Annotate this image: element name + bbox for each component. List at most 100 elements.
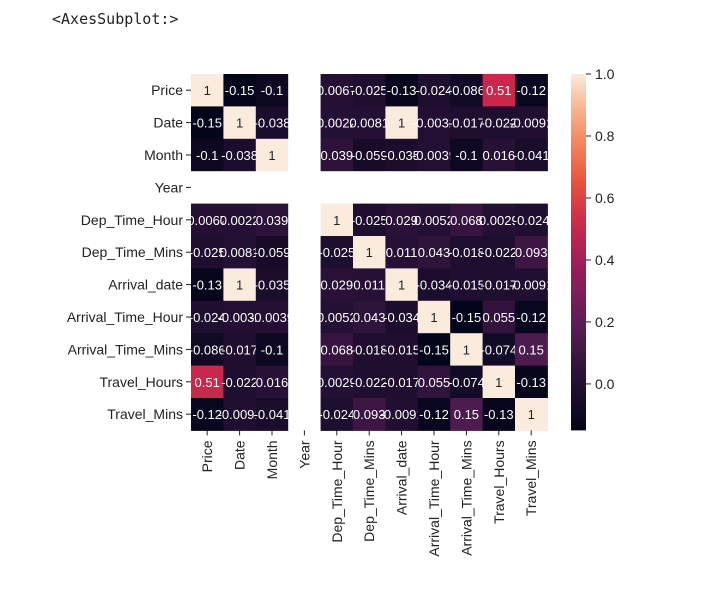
x-axis-tick-label: Dep_Time_Hour xyxy=(329,440,345,543)
heatmap-cell-label: -0.017 xyxy=(448,116,485,131)
heatmap-cell xyxy=(385,268,419,302)
heatmap-cell-label: -0.12 xyxy=(192,407,222,422)
heatmap-cell-label: 1 xyxy=(398,278,405,293)
heatmap-cell-label: -0.025 xyxy=(351,83,388,98)
heatmap-cell-label: -0.13 xyxy=(387,83,417,98)
y-axis-tick-label: Travel_Mins xyxy=(107,406,183,422)
heatmap-cell-label: 0.016 xyxy=(256,375,289,390)
heatmap-cell xyxy=(515,268,548,302)
heatmap-cell xyxy=(191,171,224,205)
heatmap-cell xyxy=(417,236,451,269)
heatmap-cell-label: -0.1 xyxy=(455,148,477,163)
x-axis-tick-label: Travel_Mins xyxy=(523,440,539,516)
x-axis-tick-labels: Price Date Month Year Dep_Time_Hour Dep_Time_… xyxy=(199,430,539,557)
y-axis-tick-label: Month xyxy=(144,147,183,163)
heatmap-cell xyxy=(417,365,451,399)
heatmap-cell xyxy=(255,171,289,205)
heatmap-cell-label: -0.017 xyxy=(480,278,517,293)
x-axis-tick-label: Price xyxy=(199,440,215,472)
heatmap-cell xyxy=(320,106,354,140)
heatmap-cell xyxy=(385,365,419,399)
heatmap-cell-label: 0.093 xyxy=(353,407,386,422)
heatmap-cell-label: -0.015 xyxy=(448,278,485,293)
heatmap-cell xyxy=(353,333,386,367)
heatmap-cell xyxy=(482,300,516,334)
heatmap-cell xyxy=(450,268,484,302)
heatmap-cell xyxy=(385,333,419,367)
heatmap-cell-label: 0.039 xyxy=(321,148,354,163)
heatmap-cell-label: -0.024 xyxy=(318,407,355,422)
heatmap-cell xyxy=(450,365,484,399)
heatmap-cell xyxy=(320,333,354,367)
heatmap-cell-label: -0.0032 xyxy=(412,116,456,131)
heatmap-cell-label: -0.022 xyxy=(221,375,258,390)
heatmap-cell xyxy=(191,203,224,237)
heatmap-cell xyxy=(450,138,484,172)
heatmap-cell xyxy=(353,236,386,269)
heatmap-cell-label: 0.068 xyxy=(321,342,354,357)
heatmap-cell-label: 0.055 xyxy=(418,375,451,390)
heatmap-cell-label: -0.022 xyxy=(480,116,517,131)
heatmap-cell-label: 0.0022 xyxy=(220,213,260,228)
heatmap-cell xyxy=(255,203,289,237)
x-axis-tick-label: Date xyxy=(232,440,248,470)
heatmap-cell-label: -0.017 xyxy=(221,342,258,357)
heatmap-cell xyxy=(450,74,484,107)
heatmap-cell-label: -0.024 xyxy=(189,310,226,325)
heatmap-cell-label: 0.093 xyxy=(515,245,548,260)
heatmap-cell xyxy=(191,398,224,431)
colorbar-tick-label: 1.0 xyxy=(595,66,615,82)
heatmap-cell xyxy=(385,74,419,107)
heatmap-cell xyxy=(223,236,257,269)
heatmap-cell-label: -0.025 xyxy=(318,245,355,260)
heatmap-cell-label: 1 xyxy=(204,83,211,98)
heatmap-cell-label: -0.0032 xyxy=(218,310,262,325)
heatmap-cell xyxy=(515,106,548,140)
heatmap-cell xyxy=(417,138,451,172)
heatmap-cell xyxy=(191,300,224,334)
heatmap-cell xyxy=(417,203,451,237)
colorbar-tick-label: 0.8 xyxy=(595,128,615,144)
heatmap-cell-label: 1 xyxy=(398,116,405,131)
heatmap-cell-label: 0.0022 xyxy=(317,116,357,131)
y-axis-tick-label: Date xyxy=(153,115,183,131)
heatmap-cell-label: -0.086 xyxy=(189,342,226,357)
heatmap-cell xyxy=(515,171,548,205)
cell-output-repr: <AxesSubplot:> xyxy=(52,10,179,28)
heatmap-cell xyxy=(191,333,224,367)
y-axis-tick-label: Travel_Hours xyxy=(99,374,183,390)
heatmap-cell-label: -0.1 xyxy=(261,342,283,357)
heatmap-cell-label: 0.15 xyxy=(519,342,544,357)
colorbar-tick-label: 0.6 xyxy=(595,190,615,206)
heatmap-cell xyxy=(353,300,386,334)
heatmap-cell-label: 0.016 xyxy=(483,148,516,163)
heatmap-cell xyxy=(223,203,257,237)
heatmap-cell-label: 0.068 xyxy=(450,213,483,228)
heatmap-cell xyxy=(288,268,322,302)
heatmap-cell xyxy=(320,300,354,334)
heatmap-cell xyxy=(482,171,516,205)
x-axis-tick-label: Dep_Time_Mins xyxy=(361,440,377,541)
x-axis-tick-label: Month xyxy=(264,440,280,479)
heatmap-cell-label: -0.15 xyxy=(225,83,255,98)
y-axis-tick-label: Price xyxy=(151,82,183,98)
heatmap-cell xyxy=(482,106,516,140)
heatmap-cell-label: 0.0081 xyxy=(220,245,260,260)
x-axis-tick-label: Travel_Hours xyxy=(491,440,507,524)
heatmap-cell-label: 0.055 xyxy=(483,310,516,325)
heatmap-cell xyxy=(482,365,516,399)
heatmap-cell xyxy=(320,171,354,205)
heatmap-cell xyxy=(515,333,548,367)
heatmap-cell-label: -0.0091 xyxy=(380,407,424,422)
heatmap-cell-label: -0.035 xyxy=(383,148,420,163)
heatmap-cell xyxy=(515,74,548,107)
y-axis-tick-label: Dep_Time_Hour xyxy=(81,212,184,228)
heatmap-cell-label: -0.038 xyxy=(254,116,291,131)
heatmap-cell-label: -0.034 xyxy=(416,278,453,293)
heatmap-cell xyxy=(450,236,484,269)
y-axis-tick-label: Arrival_date xyxy=(108,277,183,293)
heatmap-cell xyxy=(255,74,289,107)
heatmap-cell-label: -0.0091 xyxy=(218,407,262,422)
heatmap-cell xyxy=(288,203,322,237)
